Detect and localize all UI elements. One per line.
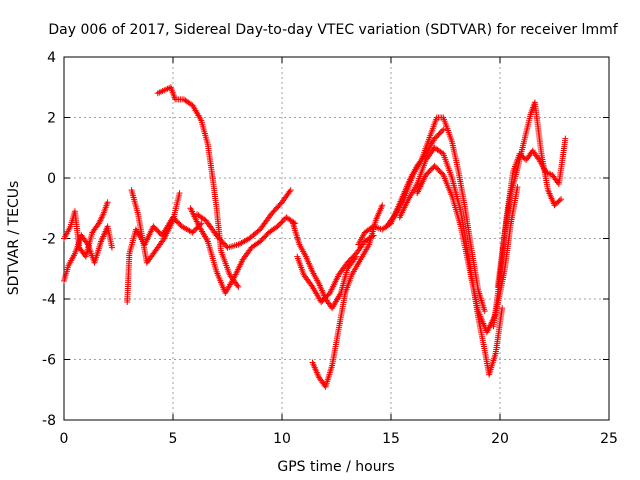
data-point bbox=[201, 216, 208, 223]
x-tick-label: 15 bbox=[382, 431, 400, 447]
y-tick-label: -2 bbox=[42, 232, 56, 248]
x-tick-label: 10 bbox=[273, 431, 291, 447]
series-arc-9 bbox=[294, 232, 377, 306]
data-point bbox=[379, 202, 386, 209]
series-arc-15 bbox=[490, 135, 569, 330]
data-point bbox=[481, 308, 488, 315]
series-arc-10 bbox=[309, 202, 386, 390]
data-point bbox=[108, 244, 115, 251]
series-arc-5 bbox=[154, 84, 242, 290]
data-point bbox=[287, 187, 294, 194]
series-arc-13 bbox=[396, 144, 506, 378]
series-arc-11 bbox=[355, 126, 447, 248]
x-axis-label: GPS time / hours bbox=[277, 459, 394, 475]
data-point bbox=[104, 199, 111, 206]
series-arc-3 bbox=[124, 214, 205, 306]
y-tick-label: 2 bbox=[47, 111, 56, 127]
series-arc-4 bbox=[128, 187, 183, 266]
y-tick-label: -8 bbox=[42, 413, 56, 429]
y-axis-label: SDTVAR / TECUs bbox=[6, 181, 22, 296]
y-tick-label: -6 bbox=[42, 353, 56, 369]
series-arc-8 bbox=[289, 220, 360, 312]
data-point bbox=[558, 196, 565, 203]
series-arc-16 bbox=[494, 99, 565, 290]
data-markers bbox=[61, 84, 569, 390]
data-point bbox=[556, 197, 563, 204]
data-point bbox=[439, 127, 446, 134]
x-tick-label: 25 bbox=[600, 431, 618, 447]
data-point bbox=[176, 190, 183, 197]
data-point bbox=[499, 305, 506, 312]
x-tick-label: 0 bbox=[60, 431, 69, 447]
series-arc-7 bbox=[193, 187, 294, 251]
x-tick-label: 5 bbox=[169, 431, 178, 447]
x-tick-label: 20 bbox=[491, 431, 509, 447]
data-point bbox=[440, 126, 447, 133]
data-point bbox=[235, 283, 242, 290]
chart-title: Day 006 of 2017, Sidereal Day-to-day VTE… bbox=[48, 22, 618, 38]
series-arc-14 bbox=[414, 162, 521, 336]
series-arc-2 bbox=[61, 223, 115, 284]
data-point bbox=[439, 170, 446, 177]
axis-ticks: 0 5 10 15 20 25 -8 -6 -4 -2 0 2 4 bbox=[42, 50, 618, 447]
y-tick-label: -4 bbox=[42, 292, 56, 308]
y-tick-label: 4 bbox=[47, 50, 56, 66]
y-tick-label: 0 bbox=[47, 171, 56, 187]
series-arc-6 bbox=[187, 205, 299, 296]
grid bbox=[64, 57, 609, 420]
data-point bbox=[514, 184, 521, 191]
data-point bbox=[562, 135, 569, 142]
